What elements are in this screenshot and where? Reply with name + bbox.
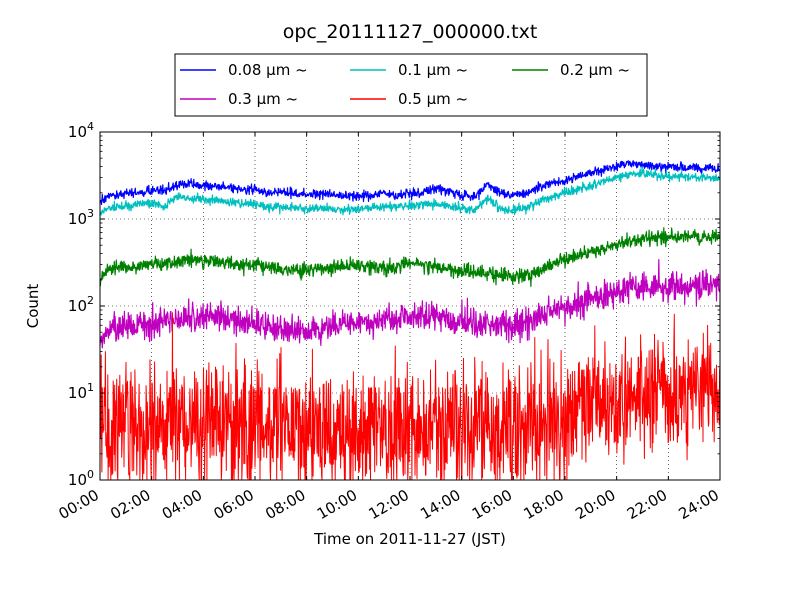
y-tick-label: 104 xyxy=(68,120,94,141)
series-line xyxy=(99,166,721,216)
y-tick-label: 103 xyxy=(68,207,94,228)
legend: 0.08 μm ~ 0.1 μm ~ 0.2 μm ~ 0.3 μm ~ 0.5 μm … xyxy=(174,53,648,117)
legend-label: 0.3 μm ~ xyxy=(228,90,298,108)
legend-label: 0.5 μm ~ xyxy=(398,90,468,108)
y-axis-label: Count xyxy=(24,284,42,329)
y-tick-label: 101 xyxy=(68,381,94,402)
y-tick-base: 10 xyxy=(68,297,87,315)
y-tick-exponent: 1 xyxy=(87,381,94,394)
y-tick-exponent: 3 xyxy=(87,207,94,220)
y-tick-label: 100 xyxy=(68,468,94,489)
series-layer xyxy=(99,160,721,481)
legend-frame xyxy=(174,53,648,117)
y-tick-exponent: 0 xyxy=(87,468,94,481)
x-axis-label: Time on 2011-11-27 (JST) xyxy=(313,530,506,548)
y-tick-base: 10 xyxy=(68,210,87,228)
chart-title: opc_20111127_000000.txt xyxy=(283,21,538,43)
y-tick-exponent: 4 xyxy=(87,120,94,133)
tick-layer xyxy=(99,131,721,481)
series-line xyxy=(99,160,721,206)
legend-label: 0.08 μm ~ xyxy=(228,61,308,79)
series-line xyxy=(99,259,721,349)
y-tick-label: 102 xyxy=(68,294,94,315)
series-line xyxy=(99,312,721,481)
y-tick-exponent: 2 xyxy=(87,294,94,307)
legend-label: 0.2 μm ~ xyxy=(560,61,630,79)
y-tick-base: 10 xyxy=(68,123,87,141)
series-line xyxy=(99,227,721,288)
y-tick-base: 10 xyxy=(68,471,87,489)
y-tick-base: 10 xyxy=(68,384,87,402)
legend-label: 0.1 μm ~ xyxy=(398,61,468,79)
